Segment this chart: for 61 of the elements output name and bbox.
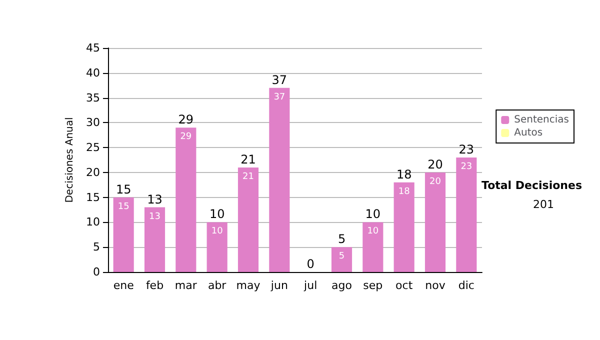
y-tick-label: 35 — [86, 91, 100, 104]
data-label: 10 — [211, 226, 224, 237]
x-tick-label: may — [236, 279, 261, 292]
annotation: Total Decisiones — [482, 179, 582, 192]
total-label: 5 — [338, 232, 346, 246]
x-tick-label: jul — [303, 279, 318, 292]
total-label: 10 — [365, 207, 381, 222]
y-tick-label: 5 — [93, 240, 100, 254]
y-tick-label: 45 — [86, 42, 100, 54]
legend-label: Autos — [514, 128, 543, 138]
data-label: 10 — [367, 226, 379, 237]
total-label: 21 — [240, 152, 256, 166]
y-tick-label: 25 — [86, 141, 100, 154]
x-tick-label: abr — [208, 279, 227, 292]
data-label: 18 — [398, 186, 410, 197]
bar — [176, 128, 196, 272]
total-label: 20 — [428, 157, 443, 172]
y-tick-label: 10 — [86, 216, 100, 229]
data-label: 15 — [118, 202, 130, 212]
y-tick-label: 30 — [86, 116, 100, 130]
total-label: 0 — [306, 257, 314, 271]
bar — [456, 158, 477, 272]
legend-label: Sentencias — [514, 114, 570, 126]
data-label: 29 — [180, 132, 192, 142]
data-label: 23 — [460, 162, 472, 172]
x-tick-label: ago — [332, 279, 352, 292]
data-label: 13 — [149, 212, 160, 222]
data-label: 21 — [242, 172, 254, 182]
total-label: 10 — [209, 207, 225, 222]
y-tick-label: 40 — [86, 66, 100, 80]
x-tick-label: nov — [425, 279, 446, 292]
total-label: 29 — [178, 112, 194, 127]
x-tick-label: dic — [458, 279, 474, 292]
x-tick-label: sep — [363, 279, 383, 292]
bar — [362, 222, 384, 272]
y-tick-label: 15 — [86, 190, 100, 204]
bar — [424, 172, 446, 272]
x-tick-label: oct — [396, 279, 414, 292]
bar — [113, 197, 134, 272]
total-label: 18 — [396, 167, 412, 182]
data-label: 20 — [430, 176, 442, 187]
total-label: 23 — [458, 142, 474, 157]
text: 201 — [533, 198, 554, 211]
y-tick-label: 20 — [86, 166, 100, 179]
bar — [394, 182, 414, 272]
total-label: 15 — [116, 182, 132, 196]
data-label: 5 — [338, 252, 345, 262]
y-tick-label: 0 — [93, 266, 100, 278]
bar — [206, 222, 228, 272]
total-label: 37 — [272, 72, 288, 87]
x-tick-label: jun — [270, 279, 288, 292]
bar — [269, 88, 290, 272]
data-label: 37 — [274, 92, 286, 102]
bar — [144, 207, 166, 272]
x-tick-label: ene — [113, 279, 134, 292]
bar — [238, 167, 259, 272]
x-tick-label: feb — [146, 279, 164, 292]
x-tick-label: mar — [174, 279, 198, 292]
total-label: 13 — [147, 192, 162, 206]
y-axis-title: Decisiones Anual — [64, 117, 76, 203]
bar — [331, 247, 352, 272]
